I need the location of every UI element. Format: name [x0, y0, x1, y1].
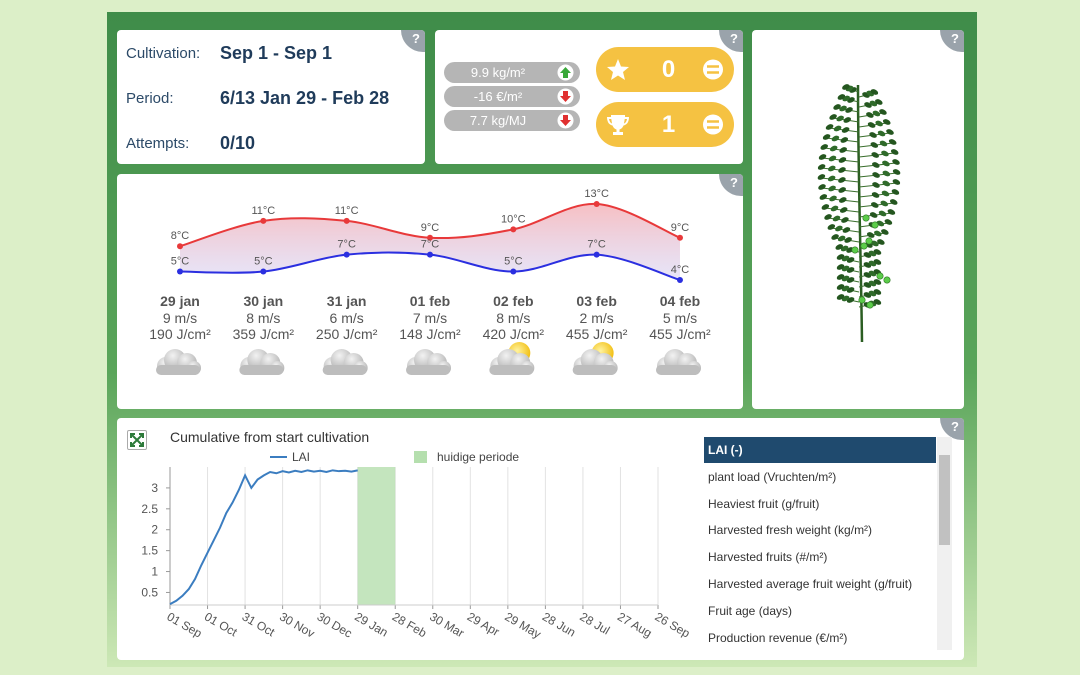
score-pill: 0	[596, 47, 734, 92]
trend-arrow	[560, 67, 571, 78]
help-badge[interactable]: ?	[719, 174, 743, 196]
equal-icon	[703, 114, 723, 135]
help-badge[interactable]: ?	[940, 30, 964, 52]
scroll-thumb[interactable]	[939, 455, 950, 545]
kpi-text: 9.9 kg/m²	[470, 65, 526, 80]
trophy-icon	[607, 115, 629, 135]
help-badge[interactable]: ?	[401, 30, 425, 52]
metric-item[interactable]: plant load (Vruchten/m²)	[708, 469, 837, 484]
metric-item[interactable]: Harvested average fruit weight (g/fruit)	[708, 577, 913, 591]
info-label: Period:	[126, 90, 174, 107]
info-value: 0/10	[220, 133, 256, 153]
trend-icon	[557, 112, 574, 129]
star-icon	[607, 59, 629, 80]
metric-item[interactable]: Fruit age (days)	[708, 603, 793, 618]
metric-item[interactable]: Harvested fruits (#/m²)	[708, 550, 828, 565]
metric-item[interactable]: Production revenue (€/m²)	[708, 630, 848, 645]
score-icons	[607, 114, 723, 135]
trend-arrow	[560, 115, 571, 126]
kpi-card: ? 9.9 kg/m² -16 €/m² 7.7 kg/MJ 0 1	[435, 30, 743, 164]
metric-list: LAI (-) plant load (Vruchten/m²) Heaviest …	[704, 437, 936, 650]
score-icons	[607, 59, 723, 80]
metric-item[interactable]: LAI (-)	[704, 437, 936, 463]
kpi-pill: -16 €/m²	[444, 86, 580, 107]
equal-lines	[707, 120, 719, 129]
weather-card: ?	[117, 174, 743, 409]
info-value: Sep 1 - Sep 1	[220, 43, 333, 63]
score-value: 0	[661, 56, 676, 83]
expand-button[interactable]	[127, 430, 147, 450]
chart-card: ? LAI (-) plant load (Vruchten/m²) Heavies…	[117, 418, 964, 660]
info-value: 6/13 Jan 29 - Feb 28	[220, 88, 390, 108]
info-label: Attempts:	[126, 135, 190, 152]
plant-card: ?	[752, 30, 964, 409]
kpi-text: -16 €/m²	[473, 89, 523, 104]
trend-icon	[557, 64, 574, 81]
equal-icon	[703, 59, 723, 80]
score-pill: 1	[596, 102, 734, 147]
expand-icon	[130, 433, 144, 447]
trend-arrow	[560, 91, 571, 102]
score-value: 1	[661, 111, 676, 138]
scrollbar[interactable]	[937, 437, 952, 650]
kpi-pill: 9.9 kg/m²	[444, 62, 580, 83]
trend-icon	[557, 88, 574, 105]
metric-item[interactable]: Harvested fresh weight (kg/m²)	[708, 523, 873, 538]
kpi-pill: 7.7 kg/MJ	[444, 110, 580, 131]
info-label: Cultivation:	[126, 45, 201, 62]
info-card: ? Cultivation: Sep 1 - Sep 1 Period: 6/1…	[117, 30, 425, 164]
equal-lines	[707, 65, 719, 74]
metric-item[interactable]: Heaviest fruit (g/fruit)	[708, 496, 820, 511]
kpi-text: 7.7 kg/MJ	[469, 113, 527, 128]
